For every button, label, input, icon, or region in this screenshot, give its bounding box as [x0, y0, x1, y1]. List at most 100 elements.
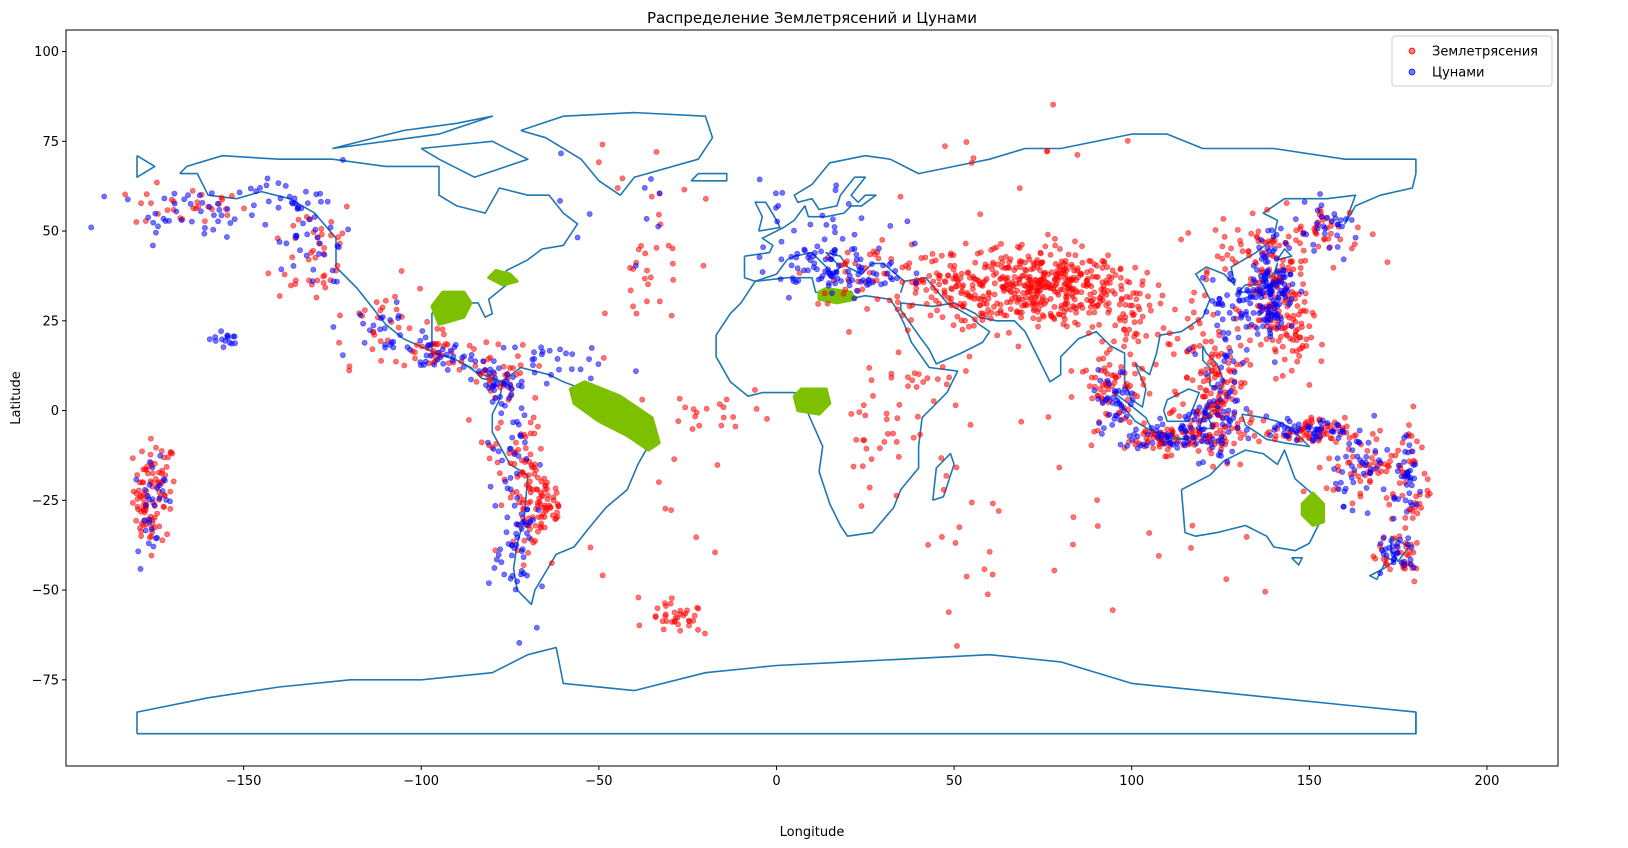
earthquake-point: [905, 374, 911, 380]
earthquake-point: [856, 409, 863, 415]
earthquake-point: [689, 426, 696, 432]
earthquake-point: [517, 370, 524, 376]
tsunami-point: [1365, 439, 1372, 446]
earthquake-point: [534, 499, 541, 506]
earthquake-point: [895, 349, 902, 356]
tsunami-point: [1335, 435, 1342, 441]
earthquake-point: [1212, 227, 1219, 233]
tsunami-point: [210, 226, 217, 233]
tsunami-point: [1273, 256, 1280, 262]
tsunami-point: [1254, 331, 1261, 337]
tsunami-point: [1104, 394, 1111, 401]
earthquake-point: [1091, 309, 1098, 316]
earthquake-point: [148, 200, 154, 206]
tsunami-point: [206, 203, 213, 210]
tsunami-point: [1403, 508, 1410, 515]
earthquake-point: [1203, 366, 1210, 372]
tsunami-point: [314, 234, 321, 241]
earthquake-point: [1026, 276, 1033, 283]
earthquake-point: [1303, 308, 1309, 315]
tsunami-point: [1206, 399, 1213, 405]
earthquake-point: [1337, 236, 1344, 243]
earthquake-point: [554, 501, 561, 507]
earthquake-point: [1301, 298, 1308, 305]
tsunami-point: [161, 477, 168, 484]
tsunami-point: [173, 208, 180, 215]
earthquake-point: [881, 438, 888, 445]
earthquake-point: [1202, 387, 1209, 394]
earthquake-point: [1369, 231, 1376, 238]
earthquake-point: [1306, 381, 1313, 388]
earthquake-point: [1256, 438, 1262, 445]
tsunami-point: [162, 218, 169, 224]
tsunami-point: [1182, 442, 1188, 449]
earthquake-point: [868, 377, 875, 384]
tsunami-point: [487, 483, 494, 490]
earthquake-point: [653, 244, 660, 251]
earthquake-point: [895, 453, 902, 460]
earthquake-point: [496, 470, 503, 477]
earthquake-point: [895, 299, 901, 305]
earthquake-point: [1139, 278, 1146, 284]
earthquake-point: [1072, 238, 1078, 245]
earthquake-point: [1281, 356, 1288, 363]
earthquake-point: [456, 366, 463, 373]
earthquake-point: [1164, 426, 1170, 433]
earthquake-point: [947, 262, 954, 269]
tsunami-point: [282, 182, 289, 189]
earthquake-point: [962, 240, 969, 247]
earthquake-point: [1160, 325, 1167, 331]
earthquake-point: [392, 293, 398, 300]
earthquake-point: [1355, 473, 1362, 480]
tsunami-point: [144, 492, 151, 499]
earthquake-point: [929, 250, 936, 257]
earthquake-point: [1280, 257, 1286, 263]
earthquake-point: [669, 245, 676, 252]
earthquake-point: [1349, 245, 1355, 252]
earthquake-point: [910, 434, 917, 441]
tsunami-point: [422, 334, 429, 341]
earthquake-point: [883, 416, 890, 423]
earthquake-point: [1035, 281, 1042, 287]
tsunami-point: [1121, 385, 1128, 392]
tsunami-point: [201, 224, 208, 231]
tsunami-point: [853, 251, 860, 258]
earthquake-point: [1357, 493, 1364, 500]
earthquake-point: [587, 544, 594, 551]
earthquake-point: [147, 435, 154, 442]
tsunami-point: [656, 190, 663, 197]
tsunami-point: [1230, 315, 1237, 322]
tsunami-point: [1409, 482, 1415, 489]
earthquake-point: [1089, 301, 1096, 307]
earthquake-point: [1037, 250, 1044, 257]
tsunami-point: [1222, 336, 1229, 343]
earthquake-point: [702, 630, 708, 637]
earthquake-point: [153, 179, 160, 186]
tsunami-point: [339, 156, 346, 163]
earthquake-point: [1093, 273, 1099, 280]
earthquake-point: [1051, 303, 1058, 310]
earthquake-point: [189, 187, 196, 194]
earthquake-point: [1377, 427, 1383, 434]
earthquake-point: [1197, 384, 1204, 391]
tsunami-point: [218, 328, 224, 335]
green-region: [1300, 491, 1325, 527]
earthquake-point: [1080, 282, 1087, 289]
earthquake-point: [1028, 266, 1034, 273]
tsunami-point: [155, 223, 161, 230]
tsunami-point: [275, 204, 282, 211]
earthquake-point: [752, 386, 758, 393]
earthquake-point: [287, 282, 294, 289]
tsunami-point: [595, 361, 602, 367]
earthquake-point: [129, 455, 136, 461]
tsunami-point: [529, 356, 536, 363]
tsunami-point: [489, 398, 496, 405]
tsunami-point: [146, 516, 153, 523]
earthquake-point: [1289, 347, 1296, 354]
earthquake-point: [1060, 321, 1067, 328]
tsunami-point: [146, 481, 153, 488]
tsunami-point: [1287, 271, 1294, 278]
tsunami-point: [171, 190, 178, 197]
tsunami-point: [1405, 535, 1412, 541]
tsunami-point: [1214, 403, 1221, 410]
